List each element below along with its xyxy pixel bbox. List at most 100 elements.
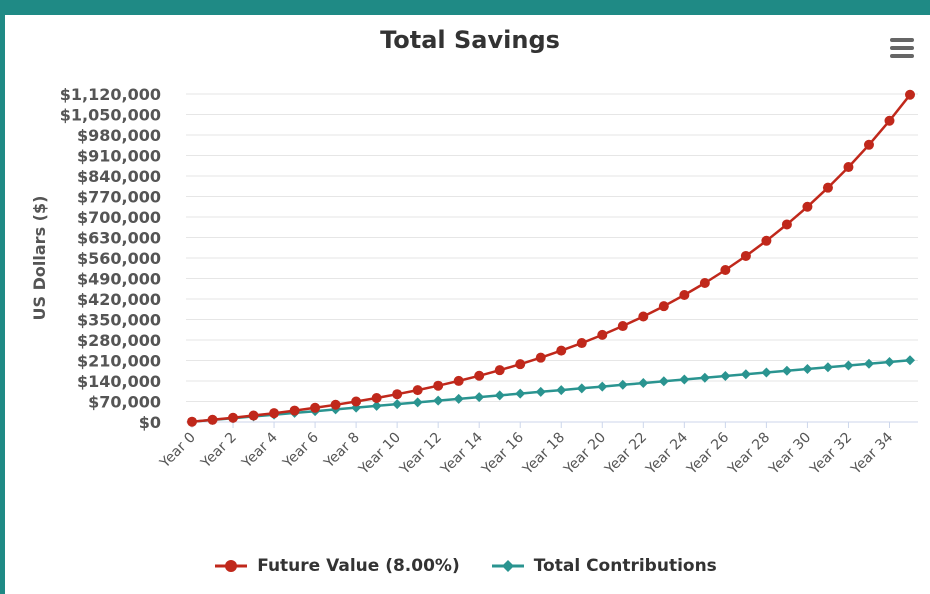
chart-title: Total Savings: [380, 26, 560, 54]
x-tick-label: Year 10: [355, 430, 404, 479]
data-point-future-value[interactable]: [474, 370, 485, 381]
y-tick-label: $1,120,000: [60, 85, 161, 104]
data-point-total-contributions[interactable]: [720, 371, 731, 382]
y-tick-label: $560,000: [77, 249, 161, 268]
data-point-future-value[interactable]: [433, 380, 444, 391]
legend-marker-diamond-icon: [491, 560, 524, 572]
data-point-future-value[interactable]: [330, 399, 341, 410]
data-point-total-contributions[interactable]: [699, 372, 710, 383]
x-tick-label: Year 18: [519, 430, 568, 479]
data-point-total-contributions[interactable]: [535, 386, 546, 397]
data-point-total-contributions[interactable]: [494, 390, 505, 401]
data-point-future-value[interactable]: [207, 414, 218, 425]
data-point-future-value[interactable]: [740, 250, 751, 261]
data-point-future-value[interactable]: [228, 412, 239, 423]
y-tick-label: $980,000: [77, 126, 161, 145]
data-point-total-contributions[interactable]: [884, 356, 895, 367]
data-point-future-value[interactable]: [597, 329, 608, 340]
data-point-future-value[interactable]: [392, 389, 403, 400]
data-point-future-value[interactable]: [371, 393, 382, 404]
data-point-total-contributions[interactable]: [802, 363, 813, 374]
legend-label: Total Contributions: [533, 556, 717, 576]
data-point-future-value[interactable]: [843, 162, 854, 173]
data-point-future-value[interactable]: [576, 338, 587, 349]
data-point-total-contributions[interactable]: [822, 362, 833, 373]
hamburger-menu-icon[interactable]: [888, 36, 916, 60]
x-tick-label: Year 12: [396, 430, 445, 479]
y-axis: $0$70,000 $140,000$210,000 $280,000$350,00…: [60, 85, 161, 432]
data-point-future-value[interactable]: [535, 352, 546, 363]
data-point-future-value[interactable]: [679, 290, 690, 301]
data-point-future-value[interactable]: [720, 264, 731, 275]
data-point-total-contributions[interactable]: [843, 360, 854, 371]
y-tick-label: $630,000: [77, 229, 161, 248]
data-point-total-contributions[interactable]: [392, 399, 403, 410]
x-tick-label: Year 32: [807, 430, 856, 479]
data-point-future-value[interactable]: [761, 235, 772, 246]
data-point-future-value[interactable]: [699, 277, 710, 288]
data-point-future-value[interactable]: [822, 182, 833, 193]
x-tick-label: Year 16: [478, 429, 527, 478]
y-tick-label: $420,000: [77, 290, 161, 309]
legend-marker-circle-icon: [215, 560, 248, 572]
y-tick-label: $840,000: [77, 167, 161, 186]
grid-lines: [186, 93, 918, 423]
legend: Future Value (8.00%) Total Contributions: [0, 556, 930, 576]
x-tick-label: Year 0: [156, 430, 198, 472]
legend-item-total-contributions[interactable]: Total Contributions: [490, 556, 717, 576]
data-point-total-contributions[interactable]: [433, 395, 444, 406]
data-point-total-contributions[interactable]: [905, 355, 915, 366]
data-point-total-contributions[interactable]: [556, 385, 567, 396]
data-point-total-contributions[interactable]: [781, 365, 792, 376]
data-point-future-value[interactable]: [494, 365, 505, 376]
data-point-total-contributions[interactable]: [617, 379, 628, 390]
data-point-future-value[interactable]: [289, 405, 300, 416]
data-point-total-contributions[interactable]: [679, 374, 690, 385]
data-point-total-contributions[interactable]: [658, 376, 669, 387]
data-point-future-value[interactable]: [453, 375, 464, 386]
data-point-total-contributions[interactable]: [412, 397, 423, 408]
data-point-total-contributions[interactable]: [576, 383, 587, 394]
y-tick-label: $0: [139, 413, 161, 432]
x-tick-label: Year 20: [560, 430, 609, 479]
y-tick-label: $70,000: [88, 393, 161, 412]
data-point-future-value[interactable]: [884, 115, 895, 126]
data-point-total-contributions[interactable]: [863, 358, 874, 369]
data-point-future-value[interactable]: [802, 201, 813, 212]
data-point-total-contributions[interactable]: [515, 388, 526, 399]
y-tick-label: $700,000: [77, 208, 161, 227]
data-point-future-value[interactable]: [617, 321, 628, 332]
data-point-future-value[interactable]: [515, 359, 526, 370]
y-tick-label: $210,000: [77, 352, 161, 371]
top-border: [0, 0, 930, 15]
data-point-total-contributions[interactable]: [371, 400, 382, 411]
x-tick-label: Year 30: [766, 430, 815, 479]
y-tick-label: $490,000: [77, 270, 161, 289]
data-point-future-value[interactable]: [556, 345, 567, 356]
data-point-future-value[interactable]: [412, 385, 423, 396]
data-point-future-value[interactable]: [905, 89, 915, 100]
x-tick-label: Year 22: [601, 430, 650, 479]
legend-item-future-value[interactable]: Future Value (8.00%): [213, 556, 460, 576]
legend-label: Future Value (8.00%): [257, 556, 460, 576]
series-line-total-contributions: [191, 358, 911, 423]
y-tick-label: $350,000: [77, 311, 161, 330]
data-point-total-contributions[interactable]: [761, 367, 772, 378]
data-point-future-value[interactable]: [269, 408, 280, 419]
data-point-total-contributions[interactable]: [474, 392, 485, 403]
data-point-future-value[interactable]: [863, 139, 874, 150]
data-point-total-contributions[interactable]: [597, 381, 608, 392]
data-point-total-contributions[interactable]: [740, 369, 751, 380]
data-point-future-value[interactable]: [351, 396, 362, 407]
data-point-future-value[interactable]: [781, 219, 792, 230]
data-point-future-value[interactable]: [310, 402, 321, 413]
y-tick-label: $1,050,000: [60, 106, 161, 125]
data-point-total-contributions[interactable]: [638, 378, 649, 389]
data-point-future-value[interactable]: [187, 416, 197, 427]
data-point-total-contributions[interactable]: [453, 393, 464, 404]
data-point-future-value[interactable]: [248, 410, 259, 421]
data-point-future-value[interactable]: [638, 311, 649, 322]
data-point-future-value[interactable]: [658, 301, 669, 312]
